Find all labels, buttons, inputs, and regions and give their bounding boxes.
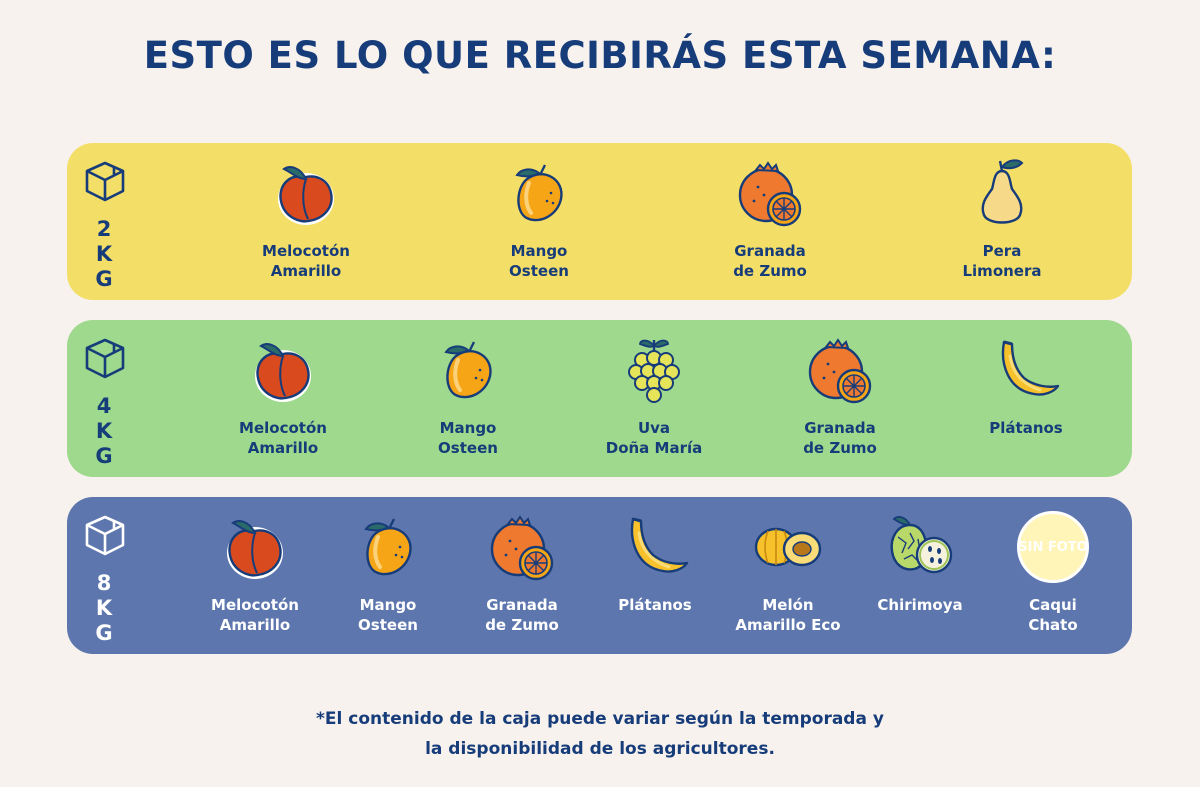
grapes-icon (628, 339, 680, 403)
fruit-item: Melocotón Amarillo (180, 511, 330, 635)
orange-icon (808, 338, 872, 404)
disclaimer-footnote: *El contenido de la caja puede variar se… (316, 709, 884, 759)
mango-icon (364, 518, 412, 576)
fruit-item: Granada de Zumo (695, 157, 845, 281)
mango-icon (444, 341, 492, 399)
box-8kg-band: 8 K G Melocotón Amarillo Mango Osteen (67, 497, 1132, 654)
fruit-item: Granada de Zumo (447, 511, 597, 635)
cherimoya-icon (890, 516, 953, 574)
page-title: ESTO ES LO QUE RECIBIRÁS ESTA SEMANA: (143, 34, 1057, 77)
no-photo-placeholder: SIN FOTO (1017, 511, 1089, 583)
fruit-item: Pera Limonera (927, 157, 1077, 281)
box-4kg-band: 4 K G Melocotón Amarillo Mango Osteen (67, 320, 1132, 477)
mango-icon (515, 164, 563, 222)
melon-icon (754, 527, 822, 567)
box-2kg-band: 2 K G Melocotón Amarillo Mango Osteen (67, 143, 1132, 300)
box-weight: 4 K G (95, 394, 113, 468)
box-weight: 8 K G (95, 571, 113, 645)
box-icon (85, 515, 125, 556)
fruit-item: Melocotón Amarillo (231, 157, 381, 281)
pear-icon (981, 159, 1024, 224)
peach-icon (227, 520, 283, 579)
fruit-item: Uva Doña María (579, 334, 729, 458)
orange-icon (738, 161, 802, 227)
fruit-item: Chirimoya (845, 511, 995, 615)
fruit-item: Mango Osteen (393, 334, 543, 458)
peach-icon (278, 166, 334, 225)
box-weight: 2 K G (95, 217, 113, 291)
orange-icon (490, 515, 554, 581)
fruit-item: Mango Osteen (313, 511, 463, 635)
fruit-item: Plátanos (951, 334, 1101, 438)
fruit-item: Granada de Zumo (765, 334, 915, 458)
box-icon (85, 338, 125, 379)
fruit-item: Melón Amarillo Eco (713, 511, 863, 635)
box-icon (85, 161, 125, 202)
peach-icon (255, 343, 311, 402)
fruit-item: Plátanos (580, 511, 730, 615)
fruit-item: Mango Osteen (464, 157, 614, 281)
banana-icon (1001, 340, 1060, 396)
fruit-item: SIN FOTO Caqui Chato (978, 511, 1128, 635)
banana-icon (630, 517, 689, 573)
fruit-item: Melocotón Amarillo (208, 334, 358, 458)
